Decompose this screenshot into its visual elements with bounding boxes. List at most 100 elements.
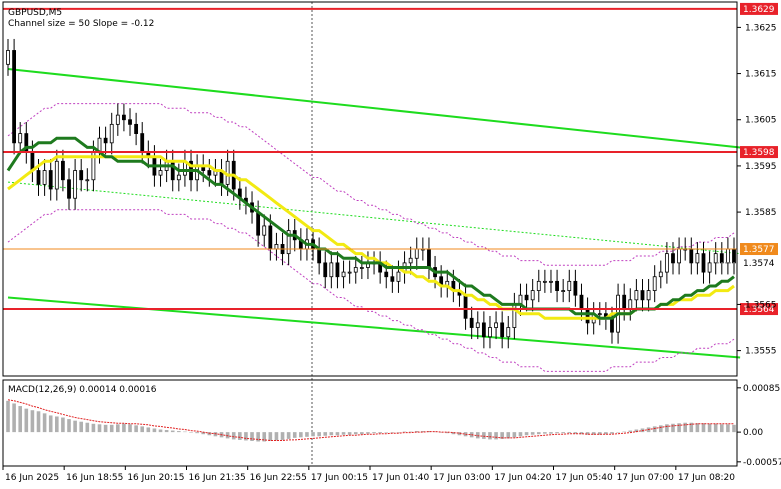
macd-tick-label: 0.00 xyxy=(743,428,763,438)
macd-histogram-bar xyxy=(341,432,346,435)
candle-body xyxy=(500,322,505,338)
candle-body xyxy=(677,248,681,264)
candle-body xyxy=(317,248,322,264)
macd-histogram-bar xyxy=(555,432,559,434)
macd-histogram-bar xyxy=(591,432,596,435)
candle-body xyxy=(622,294,627,310)
time-tick-label: 16 Jun 18:55 xyxy=(66,473,123,483)
macd-histogram-bar xyxy=(445,432,450,434)
candle-body xyxy=(689,248,694,264)
level-1-tag xyxy=(740,146,778,159)
candle-body xyxy=(506,327,511,338)
time-tick-label: 17 Jun 03:00 xyxy=(433,473,490,483)
level-1-label: 1.3598 xyxy=(743,148,775,158)
macd-histogram-bar xyxy=(457,432,462,436)
candle-body xyxy=(67,179,71,199)
macd-histogram-bar xyxy=(402,431,407,433)
time-tick-label: 16 Jun 21:35 xyxy=(189,473,246,483)
macd-histogram-bar xyxy=(719,424,724,433)
level-2-label: 1.3564 xyxy=(743,305,775,315)
macd-histogram-bar xyxy=(262,432,267,442)
macd-histogram-bar xyxy=(140,426,145,433)
macd-histogram-bar xyxy=(652,426,657,433)
macd-histogram-bar xyxy=(323,432,328,436)
candle-body xyxy=(390,276,395,282)
macd-histogram-bar xyxy=(36,411,41,433)
price-panel-frame xyxy=(2,1,738,377)
macd-histogram-bar xyxy=(451,432,456,435)
chart-subtitle: Channel size = 50 Slope = -0.12 xyxy=(8,19,154,29)
time-tick-label: 17 Jun 00:15 xyxy=(311,473,368,483)
candle-body xyxy=(122,114,126,121)
price-tick-label: 1.3565 xyxy=(745,300,777,310)
candle-body xyxy=(268,225,273,250)
macd-histogram-bar xyxy=(103,424,108,433)
candle-body xyxy=(646,290,651,301)
candle-body xyxy=(18,133,23,144)
macd-histogram-bar xyxy=(488,432,492,440)
candle-body xyxy=(207,170,212,176)
macd-histogram-bar xyxy=(671,423,675,433)
candle-body xyxy=(6,50,10,65)
macd-histogram-bar xyxy=(347,432,352,435)
candle-body xyxy=(652,276,657,291)
candle-body xyxy=(103,137,108,144)
macd-histogram-bar xyxy=(134,425,138,433)
macd-histogram-bar xyxy=(231,432,236,440)
candle-body xyxy=(701,253,706,273)
macd-histogram-bar xyxy=(256,432,260,442)
macd-histogram-bar xyxy=(665,424,669,433)
candle-body xyxy=(585,308,590,324)
macd-histogram-bar xyxy=(366,432,370,434)
macd-histogram-bar xyxy=(250,432,254,441)
macd-histogram-bar xyxy=(109,424,114,433)
macd-histogram-bar xyxy=(482,432,486,439)
level-2-tag xyxy=(740,303,778,316)
candle-body xyxy=(353,267,358,273)
price-tick-label: 1.3615 xyxy=(745,70,777,80)
macd-histogram-bar xyxy=(360,432,364,435)
macd-histogram-bar xyxy=(567,432,572,434)
candle-body xyxy=(658,271,663,278)
price-levels: 1.3629 1.3598 1.3564 1.3577 1.3574 xyxy=(3,2,778,316)
macd-histogram-bar xyxy=(317,432,321,437)
candle-body xyxy=(469,317,474,328)
candle-body xyxy=(54,160,59,190)
macd-histogram-bar xyxy=(152,428,157,433)
candle-body xyxy=(671,253,675,264)
macd-histogram-bar xyxy=(158,429,163,433)
macd-histogram-bar xyxy=(292,432,297,438)
candle-body xyxy=(286,230,291,255)
candle-body xyxy=(30,151,35,171)
candle-body xyxy=(73,170,78,199)
candle-body xyxy=(549,280,553,283)
candle-body xyxy=(695,253,700,264)
macd-histogram-bar xyxy=(475,432,480,439)
macd-histogram-bar xyxy=(573,432,578,434)
macd-tick-label: -0.00057 xyxy=(743,458,781,468)
macd-histogram-bar xyxy=(683,422,687,433)
regression-channel xyxy=(7,67,741,359)
candle-body xyxy=(140,133,145,153)
macd-histogram-bar xyxy=(610,432,614,434)
candle-body xyxy=(61,160,65,181)
last-price-label: 1.3577 xyxy=(743,245,775,255)
candle-body xyxy=(664,253,669,273)
macd-histogram-bar xyxy=(390,432,395,433)
candle-body xyxy=(628,299,633,310)
macd-histogram-bar xyxy=(12,403,16,433)
macd-histogram-bar xyxy=(677,423,681,433)
macd-histogram-bar xyxy=(634,429,639,433)
candle-body xyxy=(347,271,352,274)
macd-histogram-bar xyxy=(183,431,187,433)
time-tick-label: 17 Jun 08:20 xyxy=(678,473,735,483)
macd-histogram-bar xyxy=(543,432,547,434)
macd-histogram-bar xyxy=(628,430,633,433)
channel-upper-line xyxy=(7,67,741,149)
macd-histogram-bar xyxy=(24,408,29,433)
candle-body xyxy=(262,225,267,236)
candle-body xyxy=(732,248,736,264)
macd-histogram-bar xyxy=(73,420,77,433)
